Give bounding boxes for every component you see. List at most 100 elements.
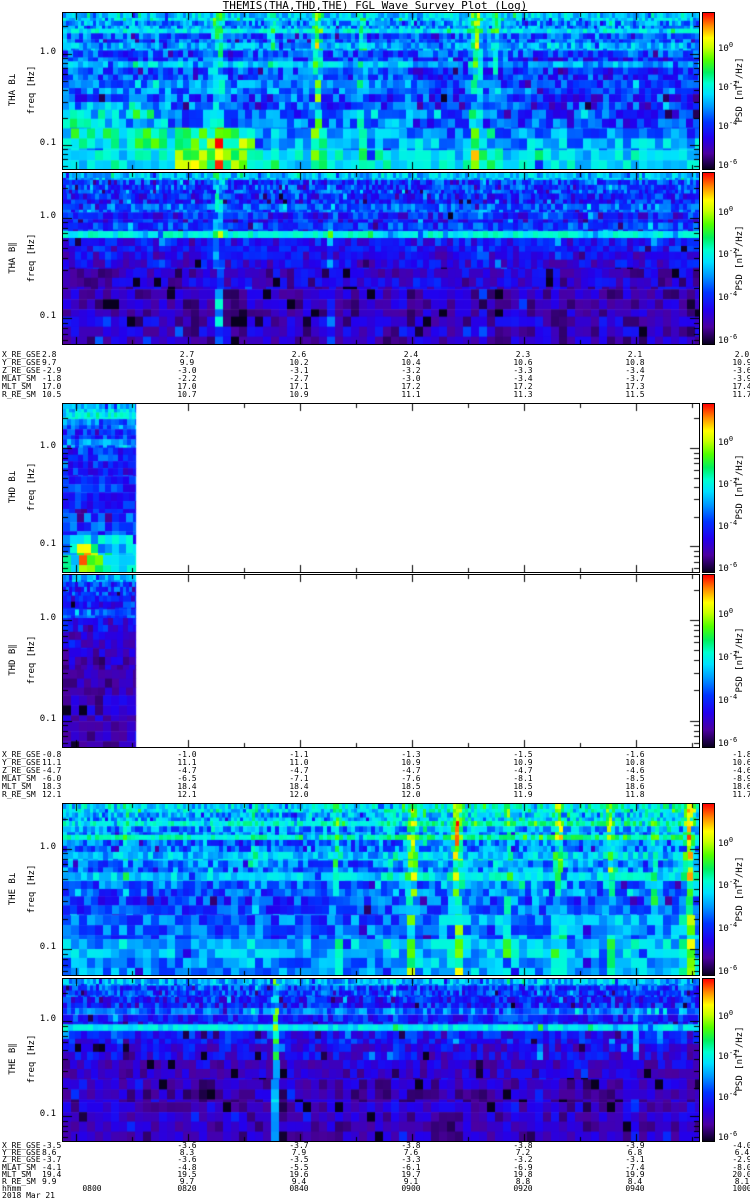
ephemeris-value: -4.1 (42, 1162, 62, 1172)
colorbar-tick-label: 10-6 (718, 963, 738, 977)
ephemeris-value: -8.0 (732, 1162, 750, 1172)
ephemeris-row-label: MLT_SM (2, 382, 31, 391)
ephemeris-value: -3.8 (401, 1141, 421, 1150)
ephemeris-value: -3.9 (625, 1141, 645, 1150)
colorbar-tick-label: 10-4 (718, 692, 738, 706)
ephemeris-value: 19.7 (401, 1169, 421, 1179)
colorbar-tick-label: 10-2 (718, 247, 738, 261)
ephemeris-value: -8.1 (513, 774, 533, 783)
freq-tick-label: 1.0 (39, 441, 56, 451)
ephemeris-value: -1.3 (401, 750, 421, 759)
ephemeris-value: -2.9 (732, 1155, 750, 1165)
ephemeris-value: 2.0 (734, 350, 750, 359)
spectrogram-canvas-thd-b∥ (62, 574, 700, 748)
panel-label: THE B∥ (8, 1043, 18, 1075)
colorbar-tick-label: 10-4 (718, 518, 738, 532)
ephemeris-value: 11.0 (289, 758, 309, 767)
ephemeris-value: 9.9 (42, 1177, 57, 1186)
ephemeris-value: -7.1 (289, 774, 309, 783)
ephemeris-value: 9.7 (42, 358, 57, 367)
freq-tick-label: 0.1 (39, 713, 56, 724)
ephemeris-value: 19.9 (625, 1169, 645, 1179)
colorbar-title: PSD [nT²/Hz] (735, 454, 745, 520)
spectrogram-canvas-the-b⊥ (62, 803, 700, 976)
ephemeris-value: 9.1 (403, 1177, 419, 1186)
ephemeris-row-label: MLT_SM (2, 1169, 31, 1179)
colorbar (702, 574, 715, 748)
ephemeris-value: 18.6 (732, 782, 750, 791)
ephemeris-value: -3.4 (513, 374, 533, 383)
ephemeris-value: -6.0 (42, 774, 62, 783)
ephemeris-value: -3.6 (732, 366, 750, 375)
ephemeris-value: -4.7 (401, 766, 421, 775)
ephemeris-value: -7.4 (625, 1162, 645, 1172)
ephemeris-value: 2.3 (515, 350, 531, 359)
ephemeris-value: 12.1 (177, 790, 197, 799)
ephemeris-value: -7.6 (401, 774, 421, 783)
ephemeris-value: 12.0 (401, 790, 421, 799)
ephemeris-value: 11.7 (732, 790, 750, 799)
ephemeris-value: 11.9 (513, 790, 533, 799)
freq-tick-label: 0.1 (39, 1109, 56, 1120)
ephemeris-value: -3.2 (401, 366, 421, 375)
colorbar-title: PSD [nT²/Hz] (735, 224, 745, 291)
freq-tick-label: 1.0 (39, 613, 56, 624)
colorbar (702, 12, 715, 170)
ephemeris-value: 2.1 (627, 350, 643, 359)
ephemeris-value: -3.1 (625, 1155, 645, 1165)
ephemeris-value: -3.3 (513, 366, 533, 375)
colorbar-tick-label: 10-2 (718, 878, 738, 892)
ephemeris-value: 10.4 (401, 358, 421, 367)
ephemeris-value: -2.2 (177, 374, 197, 383)
ephemeris-value: 19.5 (177, 1169, 197, 1179)
freq-axis-label: freq [Hz] (27, 864, 37, 913)
ephemeris-row-label: R_RE_SM (2, 1177, 36, 1186)
colorbar-tick-label: 100 (718, 1008, 734, 1022)
ephemeris-value: 19.4 (42, 1169, 62, 1179)
ephemeris-value: -3.5 (289, 1155, 309, 1165)
ephemeris-value: 10.9 (289, 390, 309, 399)
colorbar-tick-label: 10-2 (718, 1049, 738, 1063)
ephemeris-value: 7.9 (291, 1148, 307, 1158)
ephemeris-value: 10.9 (513, 758, 533, 767)
ephemeris-value: 17.1 (289, 382, 309, 391)
ephemeris-value: 8.4 (627, 1177, 643, 1186)
colorbar-tick-label: 10-6 (718, 560, 738, 574)
ephemeris-value: -1.1 (289, 750, 309, 759)
ephemeris-value: 20.0 (732, 1169, 750, 1179)
ephemeris-value: 17.0 (177, 382, 197, 391)
colorbar-tick-label: 10-4 (718, 1089, 738, 1103)
colorbar-tick-label: 10-6 (718, 332, 738, 346)
ephemeris-value: -8.9 (732, 774, 750, 783)
time-tick-label: 0800 (82, 1184, 102, 1194)
colorbar-tick-label: 10-4 (718, 119, 738, 133)
spectrogram-canvas-tha-b⊥ (62, 12, 700, 170)
ephemeris-row-label: R_RE_SM (2, 390, 36, 399)
freq-axis-label: freq [Hz] (27, 1034, 37, 1084)
ephemeris-value: -2.7 (289, 374, 309, 383)
panel-label: THD B∥ (8, 644, 18, 676)
ephemeris-value: -8.5 (625, 774, 645, 783)
ephemeris-value: -4.7 (513, 766, 533, 775)
panel-label: THA B⊥ (8, 73, 18, 107)
ephemeris-value: 9.7 (179, 1177, 195, 1186)
ephemeris-value: -3.9 (732, 374, 750, 383)
spectrogram-canvas-tha-b∥ (62, 172, 700, 345)
ephemeris-value: 10.6 (732, 758, 750, 767)
ephemeris-value: -3.7 (42, 1155, 62, 1165)
freq-axis-label: freq [Hz] (27, 635, 37, 685)
ephemeris-row-label: Z_RE_GSE (2, 366, 41, 375)
ephemeris-row-label: X_RE_GSE (2, 350, 41, 359)
ephemeris-value: 10.8 (625, 358, 645, 367)
ephemeris-value: 2.8 (42, 350, 57, 359)
colorbar-tick-label: 100 (718, 41, 734, 55)
ephemeris-row-label: MLAT_SM (2, 1162, 36, 1172)
colorbar-tick-label: 10-6 (718, 1130, 738, 1144)
ephemeris-value: -3.0 (401, 374, 421, 383)
colorbar-tick-label: 10-4 (718, 290, 738, 304)
ephemeris-value: 12.0 (289, 790, 309, 799)
ephemeris-value: -1.8 (42, 374, 62, 383)
ephemeris-value: -2.9 (42, 366, 62, 375)
ephemeris-value: 12.1 (42, 790, 62, 799)
time-tick-label: 0900 (401, 1184, 421, 1194)
